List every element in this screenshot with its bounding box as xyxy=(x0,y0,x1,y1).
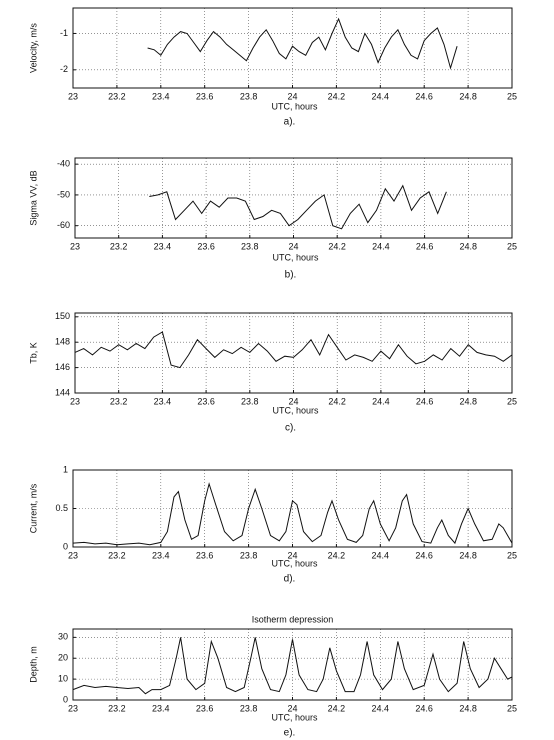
y-tick-label: 146 xyxy=(55,362,70,372)
x-tick-label: 23.6 xyxy=(196,91,214,101)
y-tick-label: 30 xyxy=(58,632,68,642)
y-tick-label: 10 xyxy=(58,673,68,683)
x-tick-label: 23.2 xyxy=(108,91,126,101)
caption: d). xyxy=(284,574,296,585)
y-tick-label: -50 xyxy=(57,189,70,199)
x-tick-label: 23.2 xyxy=(108,550,126,560)
x-tick-label: 24.6 xyxy=(416,396,434,406)
x-tick-label: 24.4 xyxy=(372,396,390,406)
y-tick-label: -1 xyxy=(60,28,68,38)
y-tick-label: 1 xyxy=(63,464,68,474)
x-tick-label: 24.8 xyxy=(459,91,477,101)
x-tick-label: 25 xyxy=(507,550,517,560)
x-tick-label: 24 xyxy=(287,91,297,101)
x-tick-label: 24.2 xyxy=(328,550,346,560)
x-tick-label: 23 xyxy=(70,396,80,406)
x-tick-label: 23.8 xyxy=(241,241,259,251)
x-tick-label: 23.4 xyxy=(154,396,172,406)
x-axis-label: UTC, hours xyxy=(272,252,319,262)
x-tick-label: 24.8 xyxy=(459,550,477,560)
x-tick-label: 24.8 xyxy=(459,703,477,713)
x-tick-label: 24.4 xyxy=(372,241,390,251)
y-tick-label: -60 xyxy=(57,220,70,230)
plot-frame xyxy=(74,312,513,394)
x-tick-label: 24.6 xyxy=(415,91,433,101)
y-axis-label: Velocity, m/s xyxy=(28,23,38,73)
x-tick-label: 23 xyxy=(68,550,78,560)
x-tick-label: 25 xyxy=(507,396,517,406)
x-tick-label: 23.2 xyxy=(110,241,128,251)
x-tick-label: 24.6 xyxy=(416,241,434,251)
x-tick-label: 24 xyxy=(287,703,297,713)
x-tick-label: 23.4 xyxy=(154,241,172,251)
plot-frame xyxy=(74,157,513,239)
caption: b). xyxy=(285,270,297,281)
x-tick-label: 24.4 xyxy=(372,91,390,101)
x-tick-label: 24.2 xyxy=(328,91,346,101)
y-tick-label: 0 xyxy=(63,541,68,551)
x-tick-label: 25 xyxy=(507,703,517,713)
y-tick-label: 20 xyxy=(58,653,68,663)
x-tick-label: 23.4 xyxy=(152,91,170,101)
x-tick-label: 24.2 xyxy=(328,703,346,713)
x-tick-label: 24.2 xyxy=(328,241,346,251)
x-tick-label: 23.4 xyxy=(152,550,170,560)
data-line xyxy=(147,17,458,70)
x-tick-label: 24.4 xyxy=(372,703,390,713)
x-tick-label: 25 xyxy=(507,91,517,101)
x-tick-label: 23 xyxy=(70,241,80,251)
y-tick-label: -40 xyxy=(57,159,70,169)
x-tick-label: 23.8 xyxy=(240,91,258,101)
data-line xyxy=(74,331,513,369)
x-axis-label: UTC, hours xyxy=(271,558,318,568)
y-axis-label: Current, m/s xyxy=(28,483,38,533)
x-tick-label: 24 xyxy=(288,241,298,251)
plot-frame xyxy=(72,7,513,89)
plot-frame xyxy=(72,628,513,701)
x-tick-label: 23.6 xyxy=(196,550,214,560)
y-tick-label: 150 xyxy=(55,311,70,321)
x-tick-label: 24.4 xyxy=(372,550,390,560)
x-tick-label: 24.2 xyxy=(328,396,346,406)
x-tick-label: 24 xyxy=(287,550,297,560)
x-tick-label: 23.8 xyxy=(241,396,259,406)
y-tick-label: -2 xyxy=(60,64,68,74)
x-tick-label: 24.6 xyxy=(415,703,433,713)
x-tick-label: 23.6 xyxy=(197,396,215,406)
plot-frame xyxy=(72,469,513,548)
y-axis-label: Tb, K xyxy=(28,342,38,364)
data-line xyxy=(149,184,447,230)
data-line xyxy=(72,482,513,546)
y-tick-label: 144 xyxy=(55,387,70,397)
y-axis-label: Depth, m xyxy=(28,646,38,683)
x-tick-label: 24.8 xyxy=(460,241,478,251)
x-tick-label: 23 xyxy=(68,91,78,101)
x-tick-label: 24.6 xyxy=(415,550,433,560)
x-tick-label: 23.6 xyxy=(197,241,215,251)
y-tick-label: 0.5 xyxy=(55,503,68,513)
chart-title: Isotherm depression xyxy=(252,614,334,624)
x-tick-label: 23.2 xyxy=(110,396,128,406)
x-axis-label: UTC, hours xyxy=(271,101,318,111)
x-tick-label: 23.2 xyxy=(108,703,126,713)
caption: c). xyxy=(285,423,296,434)
x-tick-label: 23.6 xyxy=(196,703,214,713)
y-tick-label: 0 xyxy=(63,694,68,704)
x-axis-label: UTC, hours xyxy=(271,712,318,722)
y-tick-label: 148 xyxy=(55,337,70,347)
x-tick-label: 23.4 xyxy=(152,703,170,713)
caption: a). xyxy=(284,117,296,128)
x-tick-label: 24 xyxy=(288,396,298,406)
x-tick-label: 24.8 xyxy=(460,396,478,406)
y-axis-label: Sigma VV, dB xyxy=(28,170,38,225)
x-tick-label: 23.8 xyxy=(240,550,258,560)
data-line xyxy=(72,637,513,695)
x-tick-label: 23.8 xyxy=(240,703,258,713)
x-tick-label: 25 xyxy=(507,241,517,251)
x-axis-label: UTC, hours xyxy=(272,405,319,415)
caption: e). xyxy=(284,728,296,739)
x-tick-label: 23 xyxy=(68,703,78,713)
